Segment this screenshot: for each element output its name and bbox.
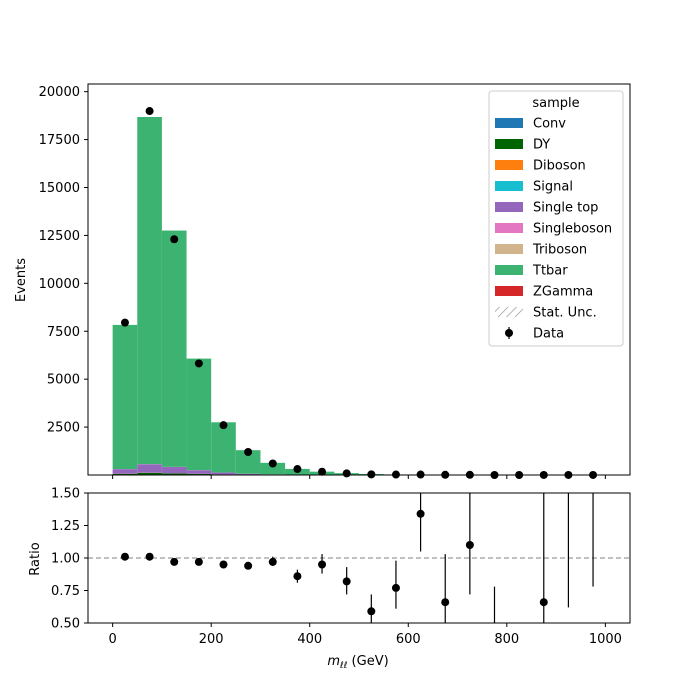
ratio-y-tick-label: 1.50 — [51, 487, 80, 502]
ratio-point — [194, 557, 203, 566]
ratio-point — [318, 560, 327, 569]
bar-ttbar — [235, 450, 261, 474]
ratio-point — [268, 557, 277, 566]
bar-ttbar — [161, 230, 187, 467]
y-axis-title-ratio: Ratio — [28, 542, 43, 575]
legend-label-zgamma: ZGamma — [533, 285, 593, 300]
ratio-point — [367, 607, 376, 616]
y-tick-label: 7500 — [47, 325, 80, 340]
legend-swatch-zgamma — [495, 286, 523, 296]
ratio-point — [342, 577, 351, 586]
legend-box — [488, 90, 624, 347]
x-axis-title-sub: ℓℓ — [339, 661, 347, 671]
data-point — [293, 465, 302, 474]
legend-label-diboson: Diboson — [533, 159, 586, 174]
legend-swatch-singleboson — [495, 223, 523, 233]
data-point — [219, 421, 228, 430]
bar-ttbar — [260, 462, 286, 475]
ratio-point — [416, 509, 425, 518]
ratio-point — [244, 561, 253, 570]
data-point — [318, 467, 327, 476]
ratio-point — [539, 598, 548, 607]
bar-dy — [161, 473, 187, 475]
legend-label-singleboson: Singleboson — [533, 222, 612, 237]
ratio-y-tick-label: 0.75 — [51, 584, 80, 599]
data-point — [145, 107, 154, 116]
bar-dy — [137, 472, 162, 475]
x-axis-title-unit: (GeV) — [347, 654, 388, 669]
x-axis-title: mℓℓ (GeV) — [327, 654, 388, 671]
bar-ttbar — [186, 358, 212, 471]
ratio-point — [441, 598, 450, 607]
legend-swatch-single-top — [495, 202, 523, 212]
bar-dy — [112, 473, 138, 475]
x-tick-label: 800 — [494, 632, 519, 647]
ratio-point — [145, 552, 154, 561]
legend-label-data: Data — [533, 327, 564, 342]
ratio-point — [219, 560, 228, 569]
y-tick-label: 20000 — [39, 85, 80, 100]
bar-single-top — [112, 469, 138, 474]
y-tick-label: 5000 — [47, 373, 80, 388]
main-axes-frame — [87, 83, 631, 476]
y-tick-label: 10000 — [39, 277, 80, 292]
legend-label-stat-unc: Stat. Unc. — [533, 306, 597, 321]
data-point — [170, 235, 179, 244]
legend-label-dy: DY — [533, 138, 550, 153]
x-axis-title-var: m — [327, 654, 340, 669]
ratio-y-tick-label: 1.25 — [51, 519, 80, 534]
x-tick-label: 0 — [108, 632, 116, 647]
bar-ttbar — [137, 117, 162, 465]
x-tick-label: 200 — [199, 632, 224, 647]
ratio-point — [120, 552, 129, 561]
legend: sample Conv DY Diboson Signal Single top Singl… — [488, 90, 624, 347]
legend-label-signal: Signal — [533, 180, 573, 195]
y-axis-title-events: Events — [14, 258, 29, 302]
data-point — [268, 459, 277, 468]
x-tick-label: 600 — [396, 632, 421, 647]
y-tick-label: 2500 — [47, 421, 80, 436]
data-point — [367, 470, 376, 479]
x-tick-label: 400 — [297, 632, 322, 647]
ratio-point — [293, 572, 302, 581]
legend-label-ttbar: Ttbar — [532, 264, 568, 279]
y-tick-label: 17500 — [39, 133, 80, 148]
bar-dy — [186, 473, 212, 475]
data-point — [194, 359, 203, 368]
data-point — [120, 318, 129, 327]
legend-swatch-dy — [495, 139, 523, 149]
y-tick-label: 12500 — [39, 229, 80, 244]
legend-swatch-conv — [495, 118, 523, 128]
legend-label-single-top: Single top — [533, 201, 598, 216]
legend-swatch-signal — [495, 181, 523, 191]
legend-label-conv: Conv — [533, 117, 566, 132]
legend-swatch-ttbar — [495, 265, 523, 275]
ratio-point — [391, 583, 400, 592]
x-tick-label: 1000 — [589, 632, 622, 647]
legend-swatch-triboson — [495, 244, 523, 254]
bar-single-top — [211, 472, 236, 475]
main-panel: 2500 5000 7500 10000 12500 15000 17500 20000 — [39, 83, 631, 479]
ratio-point — [465, 541, 474, 549]
legend-title: sample — [532, 96, 579, 111]
ratio-point — [170, 557, 179, 566]
bar-single-top — [161, 467, 187, 474]
ratio-y-tick-label: 1.00 — [51, 552, 80, 567]
ratio-y-tick-label: 0.50 — [51, 617, 80, 632]
y-tick-label: 15000 — [39, 181, 80, 196]
legend-swatch-stat-unc — [495, 307, 523, 317]
legend-swatch-data — [505, 329, 513, 337]
bar-ttbar — [112, 324, 138, 470]
data-point — [244, 448, 253, 456]
bar-ttbar — [211, 422, 236, 473]
bar-single-top — [137, 464, 162, 473]
legend-label-triboson: Triboson — [532, 243, 587, 258]
bar-single-top — [235, 473, 261, 475]
bar-single-top — [186, 470, 212, 474]
data-point — [342, 469, 351, 478]
ratio-panel: 0.50 0.75 1.00 1.25 1.50 0 200 400 600 800 1000 — [51, 487, 631, 647]
legend-swatch-diboson — [495, 160, 523, 170]
